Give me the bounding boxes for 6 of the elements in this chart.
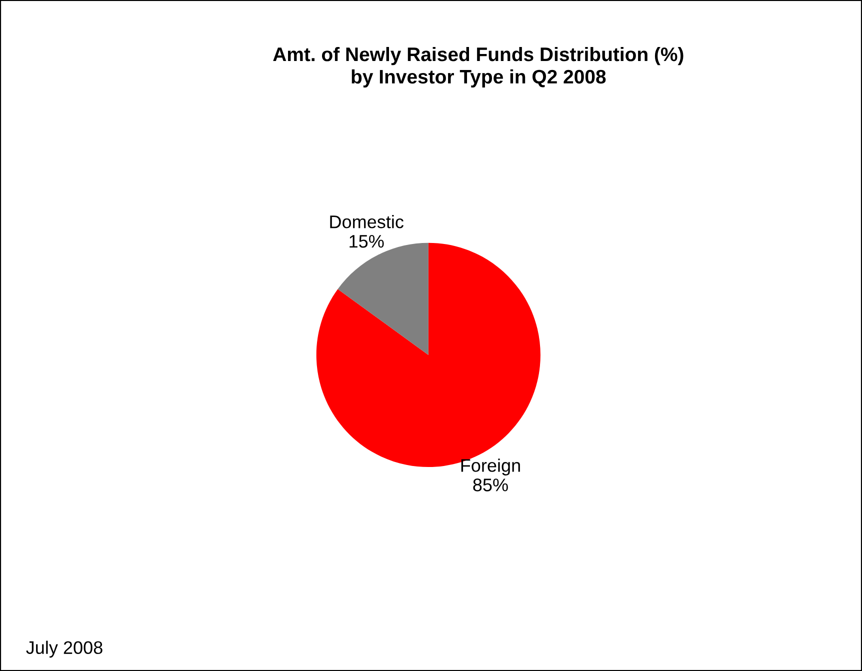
chart-title: Amt. of Newly Raised Funds Distribution (%) by Investor Type in Q2 2008 [273,46,684,88]
slice-label: Domestic [330,215,404,228]
data-label: 85% [473,478,508,492]
text: July 2008 [26,640,102,658]
slice-label: Foreign [461,458,520,476]
data-label: 15% [350,235,384,248]
